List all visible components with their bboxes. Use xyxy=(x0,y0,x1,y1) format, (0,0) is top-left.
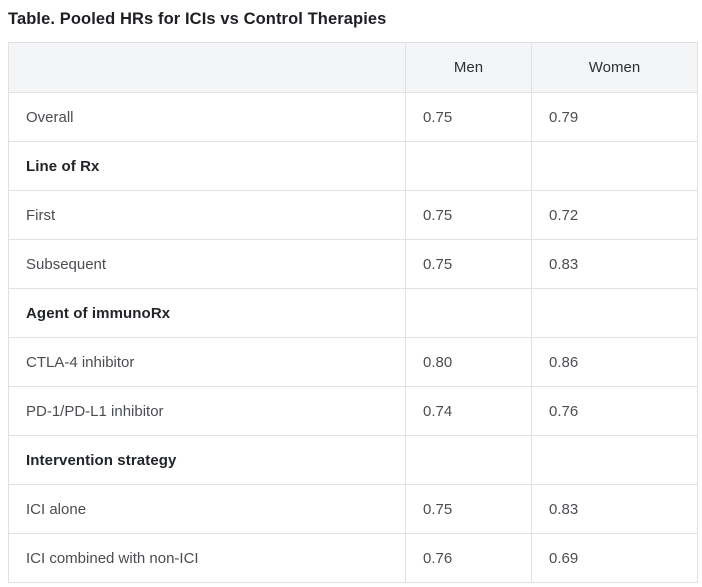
cell-women-value xyxy=(531,141,698,191)
cell-men-value: 0.76 xyxy=(405,533,532,583)
header-cell-women: Women xyxy=(531,42,698,93)
pooled-hr-table: Men Women Overall 0.75 0.79 Line of Rx F… xyxy=(8,42,698,583)
row-label: Overall xyxy=(8,92,406,142)
cell-men-value xyxy=(405,288,532,338)
table-row-ici-combined-with-non-ici: ICI combined with non-ICI 0.76 0.69 xyxy=(8,533,698,583)
cell-men-value: 0.75 xyxy=(405,92,532,142)
row-label: CTLA-4 inhibitor xyxy=(8,337,406,387)
cell-men-value xyxy=(405,435,532,485)
row-label: ICI combined with non-ICI xyxy=(8,533,406,583)
cell-men-value xyxy=(405,141,532,191)
cell-men-value: 0.74 xyxy=(405,386,532,436)
section-label: Agent of immunoRx xyxy=(8,288,406,338)
table-title: Table. Pooled HRs for ICIs vs Control Th… xyxy=(8,10,387,28)
section-row-line-of-rx: Line of Rx xyxy=(8,141,698,191)
table-row-ici-alone: ICI alone 0.75 0.83 xyxy=(8,484,698,534)
cell-men-value: 0.75 xyxy=(405,484,532,534)
header-row: Men Women xyxy=(8,42,698,93)
cell-women-value: 0.76 xyxy=(531,386,698,436)
row-label: First xyxy=(8,190,406,240)
row-label: ICI alone xyxy=(8,484,406,534)
cell-women-value xyxy=(531,288,698,338)
table-row-pd1-pdl1-inhibitor: PD-1/PD-L1 inhibitor 0.74 0.76 xyxy=(8,386,698,436)
table-row-ctla4-inhibitor: CTLA-4 inhibitor 0.80 0.86 xyxy=(8,337,698,387)
row-label: Subsequent xyxy=(8,239,406,289)
row-label: PD-1/PD-L1 inhibitor xyxy=(8,386,406,436)
cell-women-value: 0.86 xyxy=(531,337,698,387)
cell-women-value: 0.79 xyxy=(531,92,698,142)
cell-men-value: 0.80 xyxy=(405,337,532,387)
cell-women-value xyxy=(531,435,698,485)
section-label: Intervention strategy xyxy=(8,435,406,485)
cell-women-value: 0.72 xyxy=(531,190,698,240)
cell-women-value: 0.83 xyxy=(531,239,698,289)
header-cell-men: Men xyxy=(405,42,532,93)
header-cell-rowlabel xyxy=(8,42,406,93)
table-row-overall: Overall 0.75 0.79 xyxy=(8,92,698,142)
cell-women-value: 0.83 xyxy=(531,484,698,534)
section-label: Line of Rx xyxy=(8,141,406,191)
cell-men-value: 0.75 xyxy=(405,190,532,240)
cell-women-value: 0.69 xyxy=(531,533,698,583)
section-row-agent-of-immunorx: Agent of immunoRx xyxy=(8,288,698,338)
table-row-subsequent: Subsequent 0.75 0.83 xyxy=(8,239,698,289)
cell-men-value: 0.75 xyxy=(405,239,532,289)
table-row-first: First 0.75 0.72 xyxy=(8,190,698,240)
section-row-intervention-strategy: Intervention strategy xyxy=(8,435,698,485)
